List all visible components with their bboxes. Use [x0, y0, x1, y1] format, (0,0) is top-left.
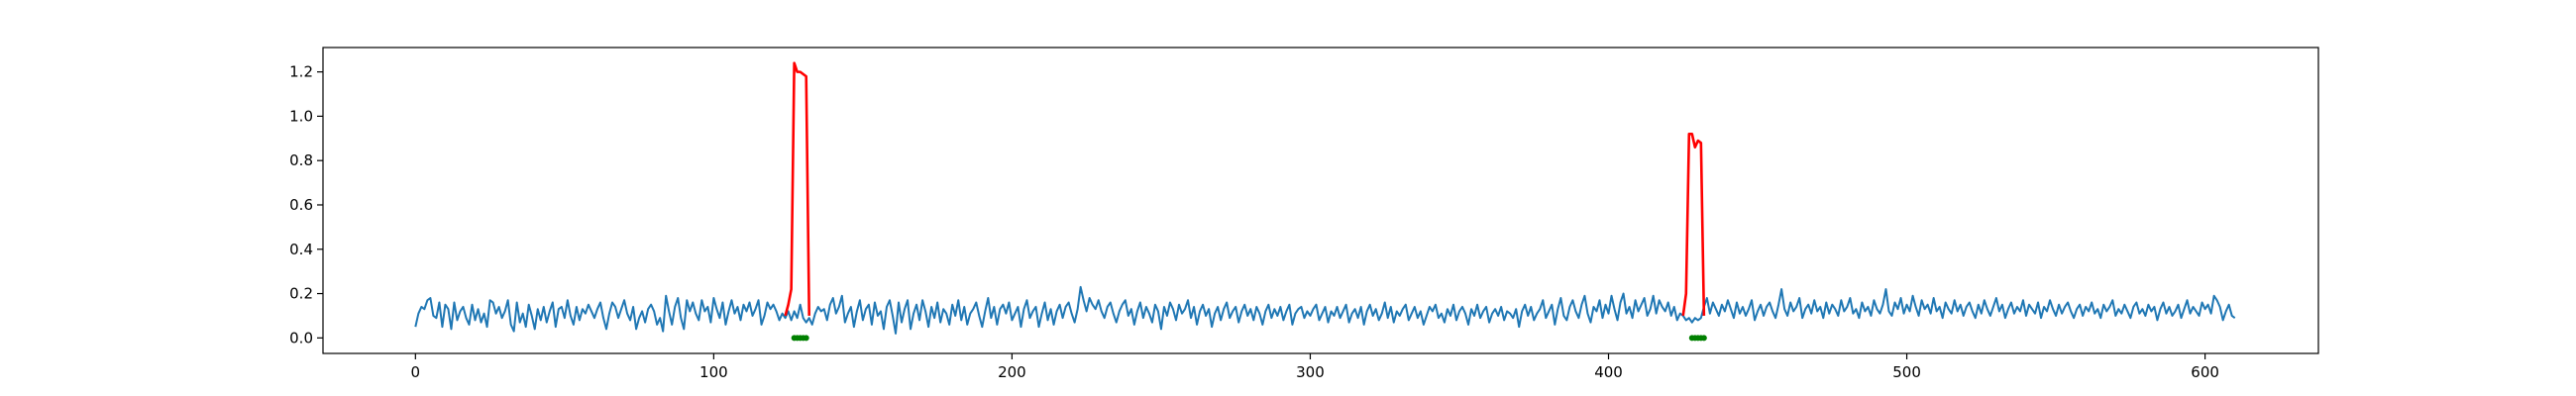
y-tick-label: 0.8 — [289, 151, 313, 169]
y-tick-label: 1.2 — [289, 63, 313, 81]
series-line-detected-anomaly-2 — [784, 61, 811, 317]
marker-point-10 — [1700, 335, 1707, 342]
x-axis: 0 100 200 300 400 500 600 — [411, 353, 2219, 381]
y-tick-label: 0.4 — [289, 241, 313, 258]
series-line-signal-1 — [414, 285, 2236, 335]
y-tick-label: 0.2 — [289, 285, 313, 303]
series-line-detected-anomaly-3 — [1681, 133, 1706, 317]
marker-point-5 — [803, 335, 809, 342]
series-layer — [414, 61, 2236, 335]
x-tick-label: 200 — [998, 363, 1026, 381]
x-tick-label: 300 — [1296, 363, 1325, 381]
x-tick-label: 100 — [699, 363, 728, 381]
y-tick-label: 1.0 — [289, 107, 313, 125]
x-tick-label: 500 — [1892, 363, 1921, 381]
x-tick-label: 400 — [1594, 363, 1623, 381]
plot-frame — [322, 47, 2319, 354]
x-tick-label: 600 — [2191, 363, 2219, 381]
y-axis: 0.0 0.2 0.4 0.6 0.8 1.0 1.2 — [289, 63, 323, 346]
y-tick-label: 0.0 — [289, 329, 313, 346]
x-tick-label: 0 — [411, 363, 421, 381]
y-tick-label: 0.6 — [289, 196, 313, 214]
marker-layer — [791, 335, 1707, 342]
plot-area — [322, 47, 2319, 354]
